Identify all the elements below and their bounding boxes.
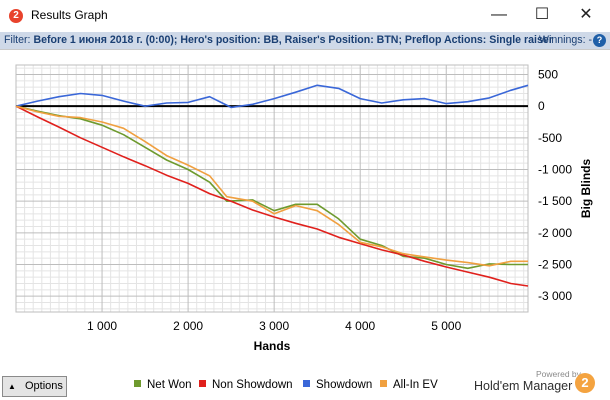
y-tick-label: -500 — [538, 131, 562, 145]
x-tick-label: 5 000 — [431, 319, 461, 333]
plot-frame — [15, 64, 529, 313]
legend-item-showdown[interactable]: Showdown — [303, 379, 372, 391]
powered-by-label: Powered by — [536, 369, 581, 379]
legend-item-all-in-ev[interactable]: All-In EV — [380, 379, 438, 391]
filter-label: Filter: — [4, 34, 31, 46]
x-tick-label: 3 000 — [259, 319, 289, 333]
legend-swatch — [380, 380, 387, 388]
y-tick-label: -1 500 — [538, 194, 572, 208]
x-tick-label: 2 000 — [173, 319, 203, 333]
legend-item-non-showdown[interactable]: Non Showdown — [199, 379, 293, 391]
help-icon[interactable]: ? — [593, 34, 606, 47]
series-line-non-showdown — [15, 105, 529, 287]
x-tick-label: 4 000 — [345, 319, 375, 333]
legend-item-net-won[interactable]: Net Won — [134, 379, 192, 391]
minimize-button[interactable]: — — [491, 6, 507, 23]
legend-swatch — [199, 380, 206, 388]
y-tick-label: 0 — [538, 99, 545, 113]
y-tick-label: 500 — [538, 68, 558, 82]
y-tick-label: -3 000 — [538, 289, 572, 303]
y-axis-title: Big Blinds — [579, 159, 593, 219]
legend-swatch — [134, 380, 141, 388]
chart-axes — [15, 64, 529, 313]
app-logo-icon: 2 — [9, 9, 23, 23]
legend-label: Showdown — [316, 379, 373, 391]
options-button[interactable]: ▲ Options — [2, 376, 67, 397]
chart-series — [15, 84, 529, 287]
filter-value: Before 1 июня 2018 г. (0:00); Hero's pos… — [33, 34, 553, 46]
title-bar: 2 Results Graph — ☐ ✕ — [0, 0, 610, 32]
filter-bar: Filter: Before 1 июня 2018 г. (0:00); He… — [0, 32, 610, 49]
series-line-showdown — [15, 84, 529, 109]
y-tick-label: -1 000 — [538, 163, 572, 177]
legend-swatch — [303, 380, 310, 388]
y-tick-label: -2 000 — [538, 226, 572, 240]
triangle-up-icon: ▲ — [8, 382, 16, 391]
chart-svg: 1 000 2 000 3 000 4 000 5 000 500 0 -500 -1 000 -… — [15, 64, 593, 354]
bottom-bar: ▲ Options Net Won Non Showdown Showdown … — [0, 369, 610, 400]
brand-logo-icon: 2 — [575, 373, 595, 393]
legend-label: All-In EV — [393, 379, 438, 391]
y-tick-label: -2 500 — [538, 258, 572, 272]
chart-labels: 1 000 2 000 3 000 4 000 5 000 500 0 -500 -1 000 -… — [87, 68, 593, 354]
series-line-all-in-ev — [15, 105, 528, 267]
brand-name: Hold'em Manager — [474, 379, 573, 393]
x-tick-label: 1 000 — [87, 319, 117, 333]
legend-label: Net Won — [147, 379, 192, 391]
chart-grid — [16, 65, 528, 312]
series-line-net-won — [15, 105, 528, 270]
close-button[interactable]: ✕ — [579, 6, 593, 23]
maximize-button[interactable]: ☐ — [534, 6, 550, 23]
x-axis-title: Hands — [254, 339, 291, 353]
winnings-label: Winnings: - — [539, 34, 592, 46]
results-chart: 1 000 2 000 3 000 4 000 5 000 500 0 -500 -1 000 -… — [0, 49, 610, 372]
legend-label: Non Showdown — [212, 379, 293, 391]
window-title: Results Graph — [31, 8, 108, 22]
filter-text: Filter: Before 1 июня 2018 г. (0:00); He… — [4, 32, 553, 49]
options-label: Options — [25, 380, 63, 392]
